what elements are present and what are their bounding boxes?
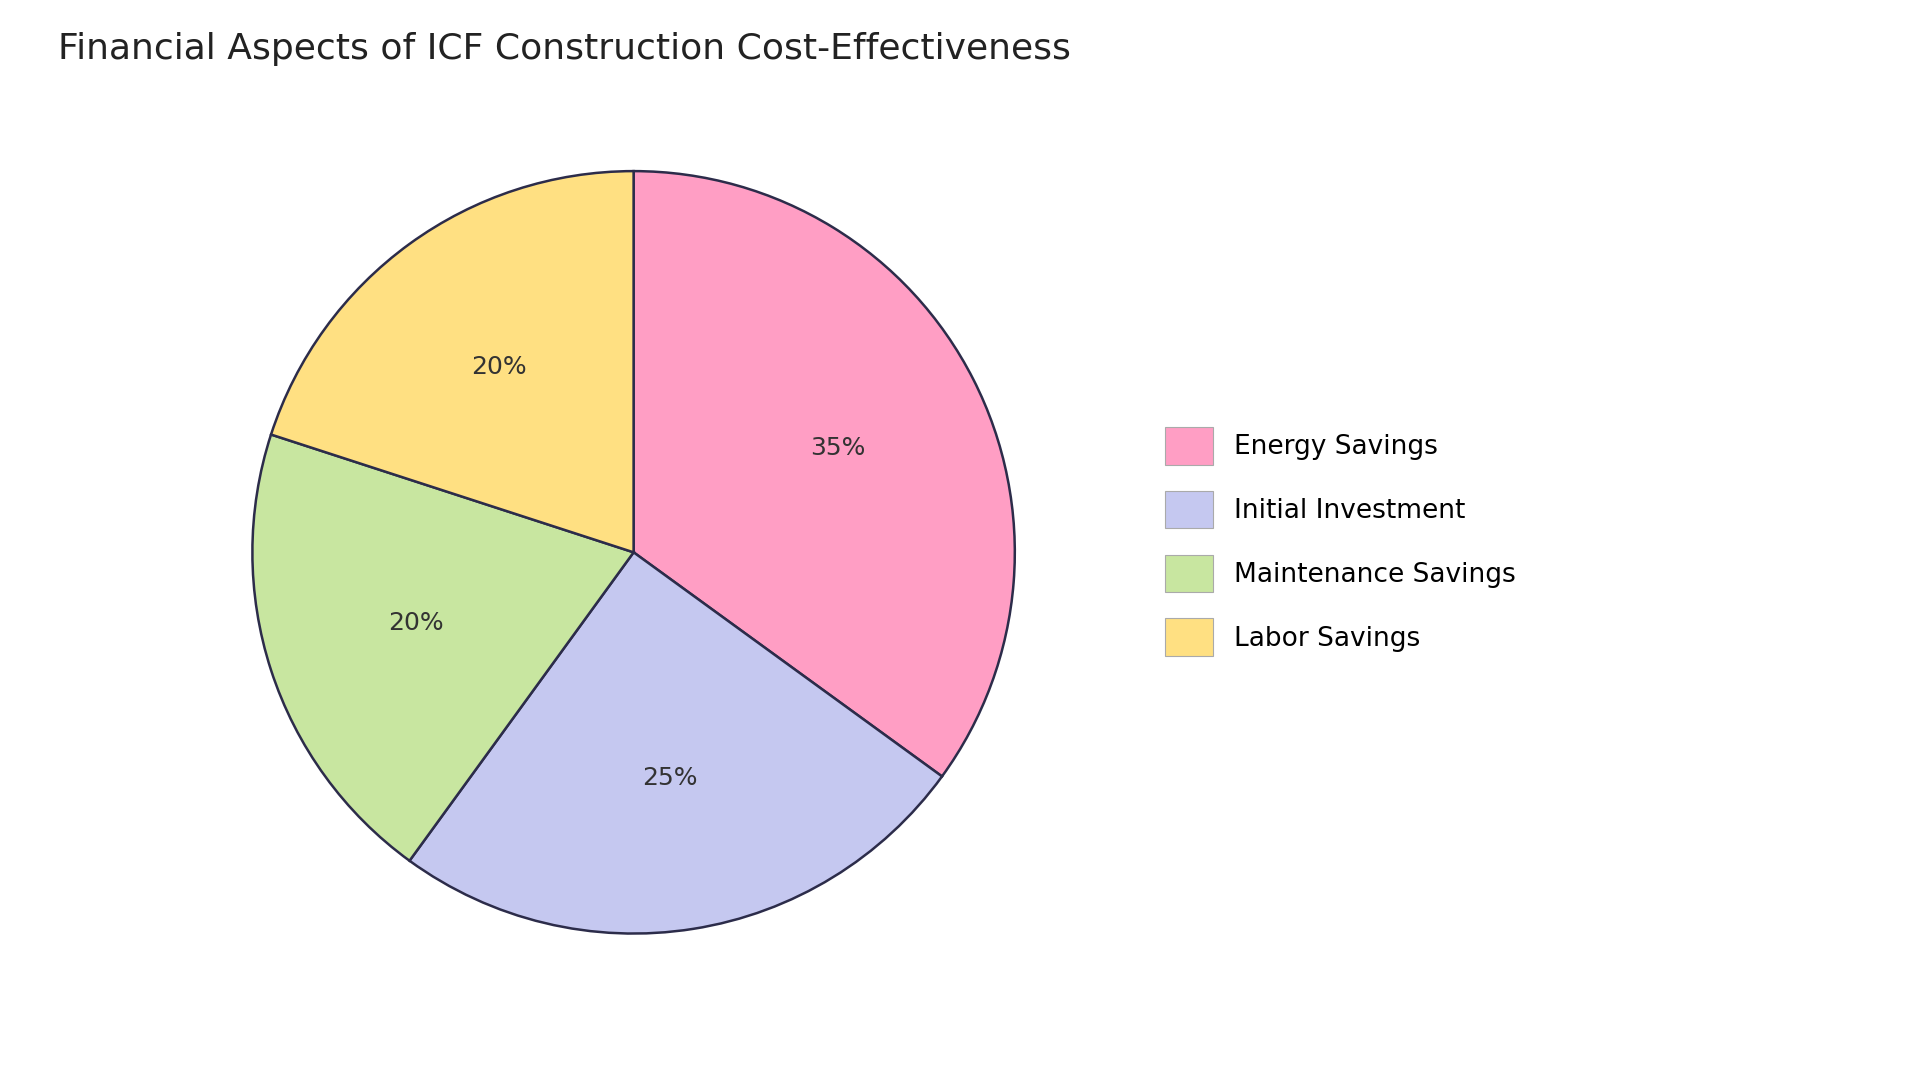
- Wedge shape: [252, 434, 634, 861]
- Wedge shape: [271, 171, 634, 552]
- Legend: Energy Savings, Initial Investment, Maintenance Savings, Labor Savings: Energy Savings, Initial Investment, Main…: [1165, 427, 1515, 656]
- Wedge shape: [634, 171, 1016, 777]
- Text: 35%: 35%: [810, 436, 866, 460]
- Text: Financial Aspects of ICF Construction Cost-Effectiveness: Financial Aspects of ICF Construction Co…: [58, 32, 1071, 66]
- Text: 20%: 20%: [388, 611, 444, 635]
- Wedge shape: [409, 552, 943, 934]
- Text: 25%: 25%: [641, 767, 697, 791]
- Text: 20%: 20%: [470, 355, 526, 379]
